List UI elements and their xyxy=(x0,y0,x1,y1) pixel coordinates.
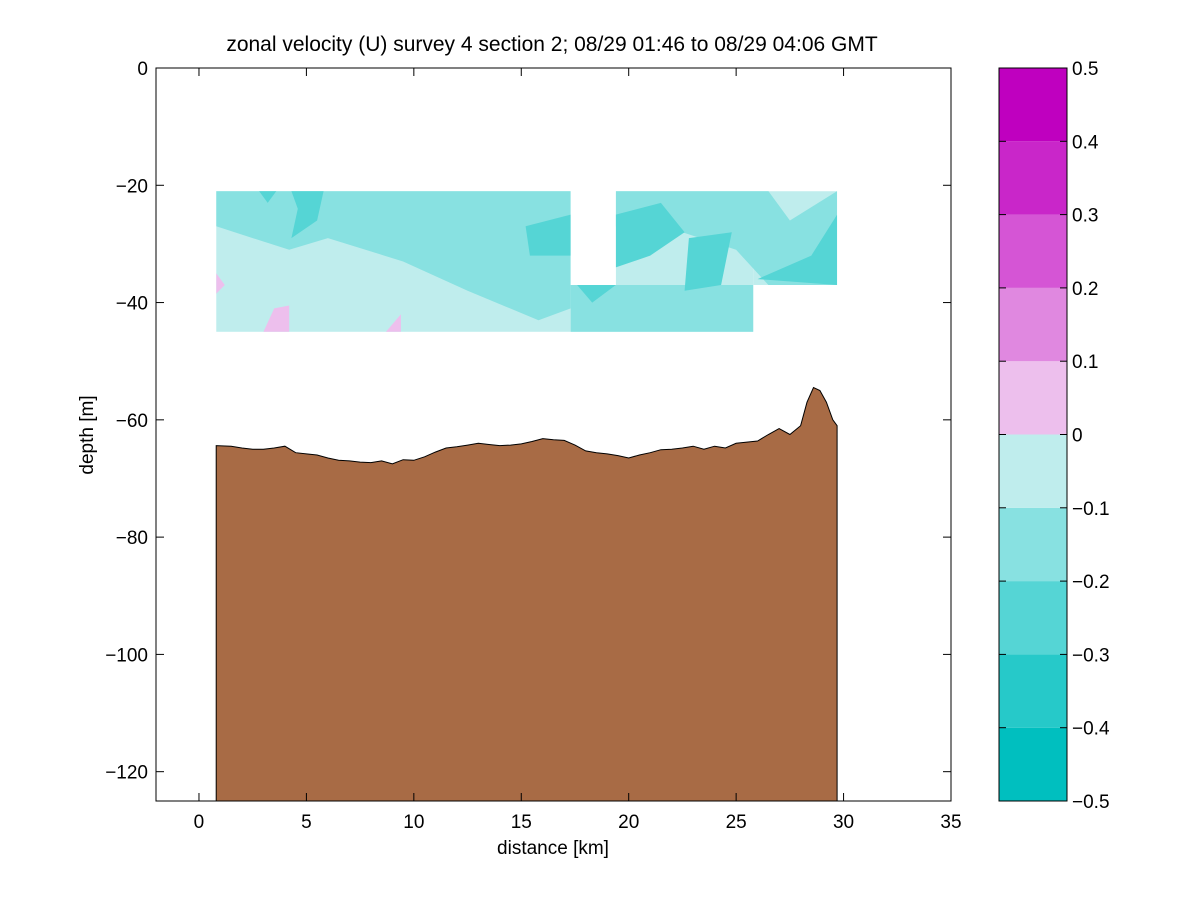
field-contour-region xyxy=(570,285,754,332)
field-contour-region xyxy=(684,232,732,291)
y-tick-label: −40 xyxy=(116,294,148,315)
colorbar-swatch xyxy=(999,434,1067,508)
x-tick-label: 25 xyxy=(726,812,747,833)
velocity-field xyxy=(216,191,838,332)
colorbar-swatch xyxy=(999,68,1067,142)
field-contour-region xyxy=(615,202,685,268)
colorbar-swatch xyxy=(999,507,1067,582)
colorbar-swatch xyxy=(999,654,1067,728)
colorbar-swatch xyxy=(999,727,1067,801)
colorbar-tick-label: 0.1 xyxy=(1072,352,1098,373)
colorbar-swatch xyxy=(999,214,1067,288)
y-tick-label: −60 xyxy=(116,411,148,432)
colorbar-swatch xyxy=(999,361,1067,435)
colorbar-tick-label: −0.1 xyxy=(1072,499,1110,520)
x-tick-label: 15 xyxy=(511,812,532,833)
x-tick-label: 5 xyxy=(301,812,312,833)
field-contour-region xyxy=(263,305,290,332)
colorbar-swatch xyxy=(999,581,1067,655)
field-contour-region xyxy=(385,314,401,332)
colorbar-swatch xyxy=(999,287,1067,362)
bathymetry xyxy=(215,386,838,802)
y-tick-label: −120 xyxy=(105,763,148,784)
colorbar-tick-label: −0.5 xyxy=(1072,792,1110,813)
field-contour-region xyxy=(216,273,225,294)
y-tick-label: −100 xyxy=(105,645,148,666)
colorbar-tick-label: 0.4 xyxy=(1072,132,1099,153)
chart-title: zonal velocity (U) survey 4 section 2; 0… xyxy=(226,33,878,56)
colorbar-tick-label: 0.5 xyxy=(1072,59,1098,80)
colorbar-tick-label: 0 xyxy=(1072,426,1083,447)
colorbar-tick-label: −0.2 xyxy=(1072,572,1110,593)
field-contour-region xyxy=(525,214,571,256)
y-axis: 0 −20 −40 −60 −80 −100 −120 xyxy=(105,59,951,784)
x-tick-label: 20 xyxy=(618,812,639,833)
plot-frame xyxy=(155,67,952,802)
field-contour-region xyxy=(291,191,324,239)
colorbar-swatch xyxy=(999,141,1067,215)
colorbar: 0.5 0.4 0.3 0.2 0.1 0 −0.1 −0.2 −0.3 −0.4 −0.5 xyxy=(998,59,1110,813)
colorbar-tick-label: 0.2 xyxy=(1072,279,1098,300)
field-contour-region xyxy=(259,191,277,203)
x-tick-label: 10 xyxy=(403,812,424,833)
y-axis-label: depth [m] xyxy=(77,395,98,474)
y-tick-label: 0 xyxy=(137,59,148,80)
x-axis-label: distance [km] xyxy=(497,838,609,859)
colorbar-tick-label: 0.3 xyxy=(1072,206,1098,227)
x-axis: 0 5 10 15 20 25 30 35 xyxy=(194,68,962,833)
field-contour-region xyxy=(757,214,838,285)
y-tick-label: −80 xyxy=(116,528,148,549)
field-contour-region xyxy=(577,285,616,303)
colorbar-tick-label: −0.4 xyxy=(1072,719,1110,740)
plot-area: 0 5 10 15 20 25 30 35 0 −20 −40 −60 −80 −100 −120 xyxy=(105,59,961,833)
x-tick-label: 30 xyxy=(833,812,854,833)
colorbar-tick-label: −0.3 xyxy=(1072,645,1110,666)
x-tick-label: 0 xyxy=(194,812,205,833)
y-tick-label: −20 xyxy=(116,176,148,197)
x-tick-label: 35 xyxy=(940,812,961,833)
